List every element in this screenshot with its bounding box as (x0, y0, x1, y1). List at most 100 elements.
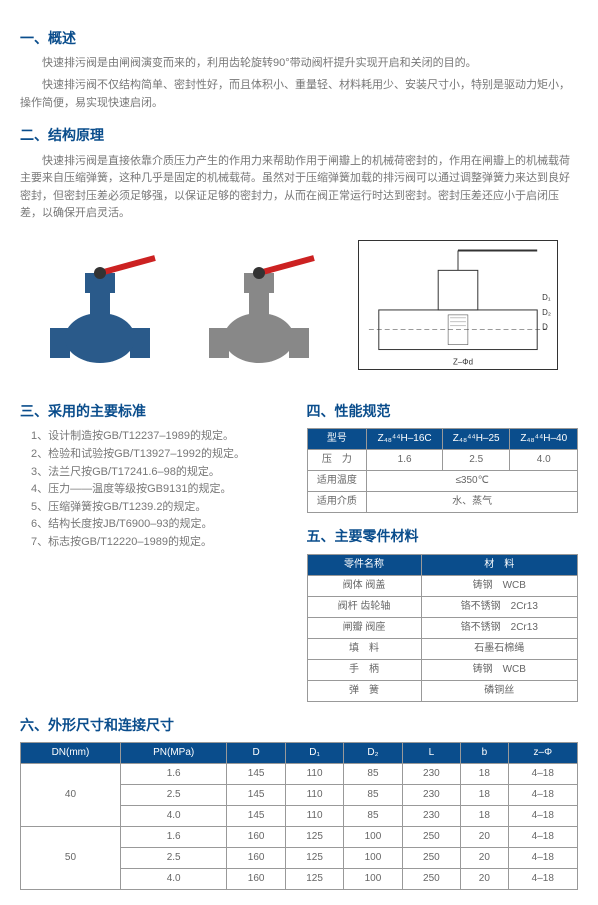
td: 闸瓣 阀座 (307, 617, 421, 638)
td: 4–18 (508, 806, 577, 827)
technical-drawing: Z–Φd D₁ D₂ D (358, 240, 558, 370)
td: 18 (461, 785, 508, 806)
td: 2.5 (120, 785, 227, 806)
td: 1.6 (120, 764, 227, 785)
td: 磷铜丝 (421, 680, 577, 701)
td: 250 (402, 827, 460, 848)
td: 250 (402, 869, 460, 890)
td: 160 (227, 827, 285, 848)
td: 铬不锈钢 2Cr13 (421, 596, 577, 617)
td: 1.6 (120, 827, 227, 848)
td: 4–18 (508, 785, 577, 806)
td: 50 (21, 827, 121, 890)
th: 材 料 (421, 554, 577, 575)
td: 铸钢 WCB (421, 575, 577, 596)
td: 250 (402, 848, 460, 869)
td: 160 (227, 848, 285, 869)
td: 2.5 (442, 450, 510, 471)
th: Z₄₈⁴⁴H–16C (367, 429, 443, 450)
td: ≤350℃ (367, 471, 578, 492)
td: 铬不锈钢 2Cr13 (421, 617, 577, 638)
th: Z₄₈⁴⁴H–25 (442, 429, 510, 450)
th: Z₄₈⁴⁴H–40 (510, 429, 578, 450)
td: 100 (344, 848, 402, 869)
th: PN(MPa) (120, 743, 227, 764)
td: 水、蒸气 (367, 492, 578, 513)
th: D₁ (285, 743, 343, 764)
td: 压 力 (307, 450, 367, 471)
td: 铸钢 WCB (421, 659, 577, 680)
th: L (402, 743, 460, 764)
td: 145 (227, 806, 285, 827)
materials-table: 零件名称 材 料 阀体 阀盖铸钢 WCB 阀杆 齿轮轴铬不锈钢 2Cr13 闸瓣… (307, 554, 579, 702)
th: DN(mm) (21, 743, 121, 764)
list-item: 5、压缩弹簧按GB/T1239.2的规定。 (31, 499, 292, 517)
td: 18 (461, 764, 508, 785)
overview-p2: 快速排污阀不仅结构简单、密封性好，而且体积小、重量轻、材料耗用少、安装尺寸小，特… (20, 77, 578, 112)
td: 100 (344, 827, 402, 848)
section-title-standards: 三、采用的主要标准 (20, 400, 292, 422)
section-title-materials: 五、主要零件材料 (307, 525, 579, 547)
td: 85 (344, 806, 402, 827)
list-item: 3、法兰尺按GB/T17241.6–98的规定。 (31, 464, 292, 482)
list-item: 2、检验和试验按GB/T13927–1992的规定。 (31, 446, 292, 464)
td: 4–18 (508, 869, 577, 890)
valve-photo-blue (40, 238, 160, 373)
th: 型号 (307, 429, 367, 450)
section-title-specs: 四、性能规范 (307, 400, 579, 422)
td: 4.0 (120, 869, 227, 890)
td: 110 (285, 806, 343, 827)
td: 125 (285, 869, 343, 890)
td: 4–18 (508, 848, 577, 869)
td: 160 (227, 869, 285, 890)
images-row: Z–Φd D₁ D₂ D (20, 238, 578, 373)
td: 4.0 (510, 450, 578, 471)
overview-p1: 快速排污阀是由闸阀演变而来的，利用齿轮旋转90°带动阀杆提升实现开启和关闭的目的… (20, 55, 578, 73)
th: b (461, 743, 508, 764)
valve-photo-gray (199, 238, 319, 373)
td: 20 (461, 827, 508, 848)
td: 2.5 (120, 848, 227, 869)
svg-text:Z–Φd: Z–Φd (453, 358, 473, 367)
svg-text:D₁: D₁ (542, 293, 551, 302)
list-item: 7、标志按GB/T12220–1989的规定。 (31, 534, 292, 552)
td: 阀杆 齿轮轴 (307, 596, 421, 617)
list-item: 6、结构长度按JB/T6900–93的规定。 (31, 516, 292, 534)
dimensions-table: DN(mm) PN(MPa) D D₁ D₂ L b z–Φ 40 1.6 14… (20, 742, 578, 890)
td: 230 (402, 806, 460, 827)
td: 110 (285, 764, 343, 785)
td: 125 (285, 848, 343, 869)
td: 阀体 阀盖 (307, 575, 421, 596)
section-title-dimensions: 六、外形尺寸和连接尺寸 (20, 714, 578, 736)
th: D₂ (344, 743, 402, 764)
th: z–Φ (508, 743, 577, 764)
td: 1.6 (367, 450, 443, 471)
td: 18 (461, 806, 508, 827)
td: 20 (461, 869, 508, 890)
td: 4–18 (508, 827, 577, 848)
td: 20 (461, 848, 508, 869)
td: 适用温度 (307, 471, 367, 492)
td: 手 柄 (307, 659, 421, 680)
td: 弹 簧 (307, 680, 421, 701)
td: 适用介质 (307, 492, 367, 513)
td: 230 (402, 785, 460, 806)
section-title-principle: 二、结构原理 (20, 124, 578, 146)
list-item: 4、压力——温度等级按GB9131的规定。 (31, 481, 292, 499)
td: 125 (285, 827, 343, 848)
standards-list: 1、设计制造按GB/T12237–1989的规定。 2、检验和试验按GB/T13… (31, 428, 292, 551)
td: 填 料 (307, 638, 421, 659)
principle-p1: 快速排污阀是直接依靠介质压力产生的作用力来帮助作用于闸瓣上的机械荷密封的，作用在… (20, 153, 578, 223)
td: 145 (227, 785, 285, 806)
svg-text:D₂: D₂ (542, 308, 551, 317)
svg-text:D: D (542, 323, 548, 332)
td: 85 (344, 785, 402, 806)
th: 零件名称 (307, 554, 421, 575)
specs-table: 型号 Z₄₈⁴⁴H–16C Z₄₈⁴⁴H–25 Z₄₈⁴⁴H–40 压 力 1.… (307, 428, 579, 513)
section-title-overview: 一、概述 (20, 27, 578, 49)
td: 230 (402, 764, 460, 785)
td: 石墨石棉绳 (421, 638, 577, 659)
td: 110 (285, 785, 343, 806)
td: 145 (227, 764, 285, 785)
td: 100 (344, 869, 402, 890)
